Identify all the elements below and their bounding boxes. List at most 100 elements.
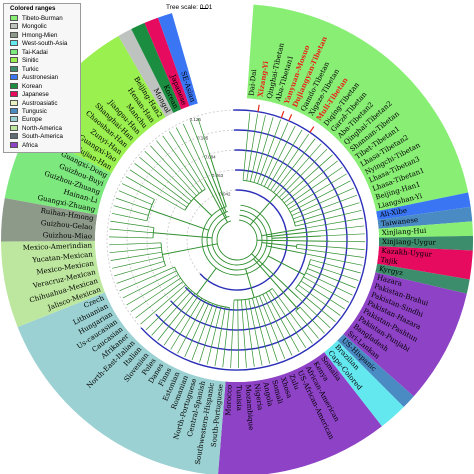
tree-branch <box>281 197 285 201</box>
tree-branch <box>286 196 300 207</box>
tree-leaf-branch <box>135 287 176 319</box>
legend-title: Colored ranges <box>10 5 56 12</box>
tree-branch <box>295 310 307 324</box>
tree-leaf-branch <box>284 154 333 198</box>
tree-branch <box>293 217 298 220</box>
tree-branch <box>276 187 284 196</box>
tree-leaf-branch <box>299 166 343 198</box>
tree-leaf-branch <box>119 273 161 292</box>
tree-branch <box>182 284 186 288</box>
tree-branch <box>290 207 300 213</box>
legend-item-label: Mongolic <box>22 23 47 31</box>
tree-clade-stem <box>256 239 329 242</box>
tree-branch <box>138 224 154 228</box>
legend-item: Sinitic <box>10 57 39 64</box>
tree-clade-arc <box>242 179 296 227</box>
tree-leaf-branch <box>324 268 359 281</box>
tree-clade-stem <box>266 245 304 254</box>
legend-swatch <box>10 99 18 106</box>
tree-branch <box>255 296 262 313</box>
tree-branch <box>167 270 177 276</box>
tree-branch <box>278 185 291 198</box>
tree-branch <box>223 306 226 317</box>
tree-branch <box>295 222 312 227</box>
tree-leaf-branch <box>320 261 361 274</box>
tree-leaf-branch <box>168 131 201 181</box>
tree-clade-stem <box>251 253 299 298</box>
tree-branch <box>145 242 162 244</box>
colored-range-sector <box>377 246 473 280</box>
tree-branch <box>202 301 210 317</box>
tree-leaf-branch <box>306 244 365 250</box>
colored-range-sector <box>144 17 190 110</box>
tree-branch <box>157 251 163 254</box>
tree-clade-stem <box>266 231 313 238</box>
tree-leaf-branch <box>247 113 259 171</box>
tree-clade-stem <box>193 198 213 217</box>
legend-swatch <box>10 133 18 140</box>
tree-branch <box>312 230 323 232</box>
leaf-label: Xinjiang-Hui <box>382 227 428 237</box>
colored-range-sector <box>376 192 471 221</box>
tree-branch <box>209 303 214 314</box>
tree-leaf-branch <box>300 300 331 328</box>
legend-item: Tungusic <box>10 107 47 115</box>
legend-swatch <box>10 57 18 64</box>
legend-swatch <box>10 116 18 123</box>
distance-ring-blue <box>155 129 348 351</box>
legend-item: Tai-Kadai <box>10 48 48 56</box>
colored-range-sector <box>158 13 198 107</box>
tree-leaf-branch <box>266 122 289 171</box>
tree-leaf-branch <box>282 143 322 188</box>
tree-leaf-branch <box>312 250 364 258</box>
ring-label: 0.126 <box>190 117 202 122</box>
tree-leaf-branch <box>310 210 362 223</box>
tree-branch <box>270 176 280 191</box>
colored-range-sector <box>375 263 470 294</box>
tree-leaf-branch <box>237 309 239 368</box>
tree-branch <box>151 247 162 249</box>
tree-leaf-branch <box>306 314 325 334</box>
colored-range-sector <box>218 352 382 474</box>
leaf-label: Mozambique <box>244 384 255 430</box>
colored-ranges-legend: Colored ranges Tibeto-Burman Mongolic Hmon… <box>3 3 81 153</box>
tree-leaf-branch <box>175 127 198 167</box>
highlight-tick <box>257 104 260 112</box>
tree-leaf-branch <box>311 269 356 289</box>
tree-leaf-branch <box>243 112 251 177</box>
legend-item: Tibeto-Burman <box>10 15 63 22</box>
legend-item-label: Tungusic <box>22 107 47 115</box>
tree-branches <box>109 104 365 368</box>
tree-leaf-branch <box>191 312 210 360</box>
tree-leaf-branch <box>115 197 136 205</box>
tree-leaf-branch <box>290 148 328 187</box>
tree-branch <box>217 306 222 322</box>
legend-item: West-south-Asia <box>10 40 67 47</box>
tree-leaf-branch <box>262 304 286 359</box>
tree-branch <box>297 297 302 301</box>
tree-leaf-branch <box>241 303 247 368</box>
legend-item-label: West-south-Asia <box>22 40 68 48</box>
tree-leaf-branch <box>109 243 146 246</box>
tree-scale-label: Tree scale: 0.01 <box>166 4 213 11</box>
tree-leaf-branch <box>140 287 183 325</box>
tree-leaf-branch <box>125 176 172 203</box>
tree-branch <box>291 208 307 216</box>
tree-leaf-branch <box>157 296 193 341</box>
inner-disk <box>95 98 379 382</box>
tree-branch <box>143 231 154 234</box>
legend-item-label: Tai-Kadai <box>22 48 48 56</box>
legend-swatch <box>10 31 18 38</box>
tree-branch <box>183 204 188 208</box>
tree-clade-stem <box>204 170 227 218</box>
tree-branch <box>246 170 249 181</box>
tree-leaf-branch <box>162 135 201 189</box>
tree-branch <box>176 287 189 300</box>
tree-leaf-branch <box>222 311 230 368</box>
tree-branch <box>265 292 275 307</box>
legend-item-label: Tibeto-Burman <box>22 15 63 22</box>
tree-leaf-branch <box>275 138 316 190</box>
tree-branch <box>203 167 206 172</box>
tree-leaf-branch <box>145 298 178 331</box>
